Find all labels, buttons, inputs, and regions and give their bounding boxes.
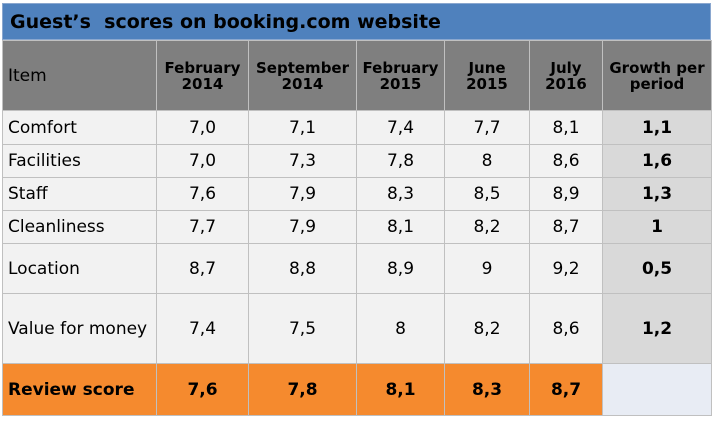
score-cell: 8,3	[356, 177, 445, 211]
growth-cell: 1	[602, 210, 712, 244]
score-cell: 8,7	[156, 243, 249, 294]
score-cell: 8,6	[529, 293, 603, 364]
review-score-cell: 7,6	[156, 363, 249, 416]
score-cell: 7,5	[248, 293, 357, 364]
table-row: Location 8,7 8,8 8,9 9 9,2 0,5	[2, 243, 712, 294]
column-header-line: July	[550, 58, 582, 77]
review-score-cell: 8,3	[444, 363, 530, 416]
score-cell: 7,6	[156, 177, 249, 211]
column-header: September 2014	[248, 40, 357, 111]
growth-cell: 0,5	[602, 243, 712, 294]
score-cell: 9	[444, 243, 530, 294]
score-cell: 7,7	[156, 210, 249, 244]
review-score-row: Review score 7,6 7,8 8,1 8,3 8,7	[2, 363, 712, 416]
column-header: June 2015	[444, 40, 530, 111]
title-bar: Guest’s scores on booking.com website	[2, 3, 711, 40]
header-row: Item February 2014 September 2014 February 201…	[2, 40, 712, 111]
score-cell: 7,7	[444, 110, 530, 145]
score-cell: 8,5	[444, 177, 530, 211]
row-label: Staff	[2, 177, 157, 211]
column-header-line: September	[256, 58, 349, 77]
score-cell: 7,0	[156, 144, 249, 178]
score-cell: 8,6	[529, 144, 603, 178]
score-cell: 8,1	[356, 210, 445, 244]
score-cell: 7,8	[356, 144, 445, 178]
column-header-line: February	[362, 58, 439, 77]
review-score-cell: 7,8	[248, 363, 357, 416]
score-cell: 8,9	[529, 177, 603, 211]
review-score-label: Review score	[2, 363, 157, 416]
column-header-line: February	[164, 58, 241, 77]
row-label: Cleanliness	[2, 210, 157, 244]
score-cell: 8	[356, 293, 445, 364]
growth-cell: 1,1	[602, 110, 712, 145]
column-header: July 2016	[529, 40, 603, 111]
review-score-cell: 8,1	[356, 363, 445, 416]
column-header-line: 2016	[545, 74, 587, 93]
score-cell: 7,3	[248, 144, 357, 178]
table-body: Comfort 7,0 7,1 7,4 7,7 8,1 1,1 Facilities 7,0 7,…	[2, 110, 712, 416]
score-cell: 8,2	[444, 210, 530, 244]
table-row: Staff 7,6 7,9 8,3 8,5 8,9 1,3	[2, 177, 712, 211]
column-header-line: period	[629, 74, 685, 93]
row-label: Value for money	[2, 293, 157, 364]
score-cell: 7,9	[248, 177, 357, 211]
score-cell: 7,1	[248, 110, 357, 145]
growth-cell: 1,6	[602, 144, 712, 178]
score-cell: 8,2	[444, 293, 530, 364]
column-header-line: 2015	[466, 74, 508, 93]
score-cell: 8,1	[529, 110, 603, 145]
column-header: Growth per period	[602, 40, 712, 111]
table-row: Facilities 7,0 7,3 7,8 8 8,6 1,6	[2, 144, 712, 178]
table-row: Comfort 7,0 7,1 7,4 7,7 8,1 1,1	[2, 110, 712, 145]
score-cell: 8,8	[248, 243, 357, 294]
growth-cell: 1,3	[602, 177, 712, 211]
table-row: Cleanliness 7,7 7,9 8,1 8,2 8,7 1	[2, 210, 712, 244]
table-title: Guest’s scores on booking.com website	[10, 11, 441, 33]
column-header-item: Item	[2, 40, 157, 111]
score-cell: 7,0	[156, 110, 249, 145]
review-score-cell: 8,7	[529, 363, 603, 416]
column-header-line: 2014	[281, 74, 324, 93]
score-cell: 7,4	[156, 293, 249, 364]
score-cell: 8,9	[356, 243, 445, 294]
score-cell: 7,9	[248, 210, 357, 244]
column-header-line: June	[468, 58, 506, 77]
score-cell: 8	[444, 144, 530, 178]
score-cell: 7,4	[356, 110, 445, 145]
score-cell: 8,7	[529, 210, 603, 244]
row-label: Location	[2, 243, 157, 294]
scores-table: Item February 2014 September 2014 February 201…	[2, 40, 712, 416]
column-header: February 2015	[356, 40, 445, 111]
row-label: Facilities	[2, 144, 157, 178]
table-row: Value for money 7,4 7,5 8 8,2 8,6 1,2	[2, 293, 712, 364]
column-header-line: 2015	[379, 74, 422, 93]
growth-cell: 1,2	[602, 293, 712, 364]
review-growth-cell	[602, 363, 712, 416]
row-label: Comfort	[2, 110, 157, 145]
score-cell: 9,2	[529, 243, 603, 294]
column-header: February 2014	[156, 40, 249, 111]
column-header-line: 2014	[181, 74, 224, 93]
column-header-line: Growth per	[609, 58, 705, 77]
column-header-line: Item	[8, 65, 47, 86]
